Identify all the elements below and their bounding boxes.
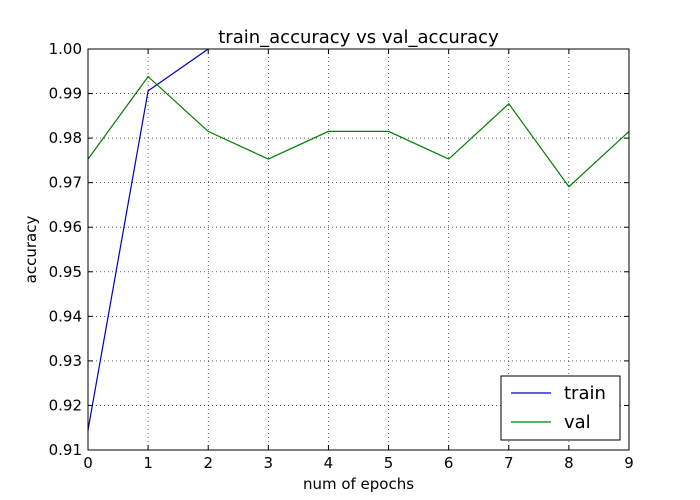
y-tick-label: 0.98 <box>49 129 82 147</box>
series-lines <box>87 48 630 431</box>
y-tick-label: 0.93 <box>49 352 82 370</box>
series-line-train <box>87 48 209 431</box>
axis-ticks: 0 1 2 3 4 5 6 7 8 9 0.91 0.92 0.93 0.94 0.95 0.96 0.97 0.… <box>49 40 634 472</box>
series-line-val <box>87 75 630 188</box>
legend-box <box>500 375 621 441</box>
grid <box>88 49 629 450</box>
x-tick-label: 3 <box>264 454 274 472</box>
y-tick-label: 0.97 <box>49 174 82 192</box>
x-tick-label: 9 <box>624 454 634 472</box>
x-tick-label: 6 <box>444 454 454 472</box>
y-tick-label: 0.96 <box>49 218 82 236</box>
plot-area <box>87 48 630 451</box>
y-tick-label: 0.99 <box>49 85 82 103</box>
x-tick-label: 4 <box>324 454 334 472</box>
legend: train val <box>500 375 621 441</box>
x-tick-label: 7 <box>504 454 514 472</box>
x-tick-label: 0 <box>83 454 93 472</box>
y-tick-label: 0.91 <box>49 441 82 459</box>
x-tick-label: 1 <box>143 454 153 472</box>
x-tick-label: 8 <box>564 454 574 472</box>
x-tick-label: 5 <box>384 454 394 472</box>
legend-label-train: train <box>564 383 606 404</box>
legend-label-val: val <box>564 412 591 433</box>
y-tick-label: 0.94 <box>49 307 82 325</box>
y-tick-label: 1.00 <box>49 40 82 58</box>
x-tick-label: 2 <box>203 454 213 472</box>
chart-title: train_accuracy vs val_accuracy <box>218 27 499 48</box>
y-tick-label: 0.92 <box>49 396 82 414</box>
x-axis-label: num of epochs <box>303 475 414 493</box>
y-tick-label: 0.95 <box>49 263 82 281</box>
y-axis-label: accuracy <box>22 216 40 284</box>
